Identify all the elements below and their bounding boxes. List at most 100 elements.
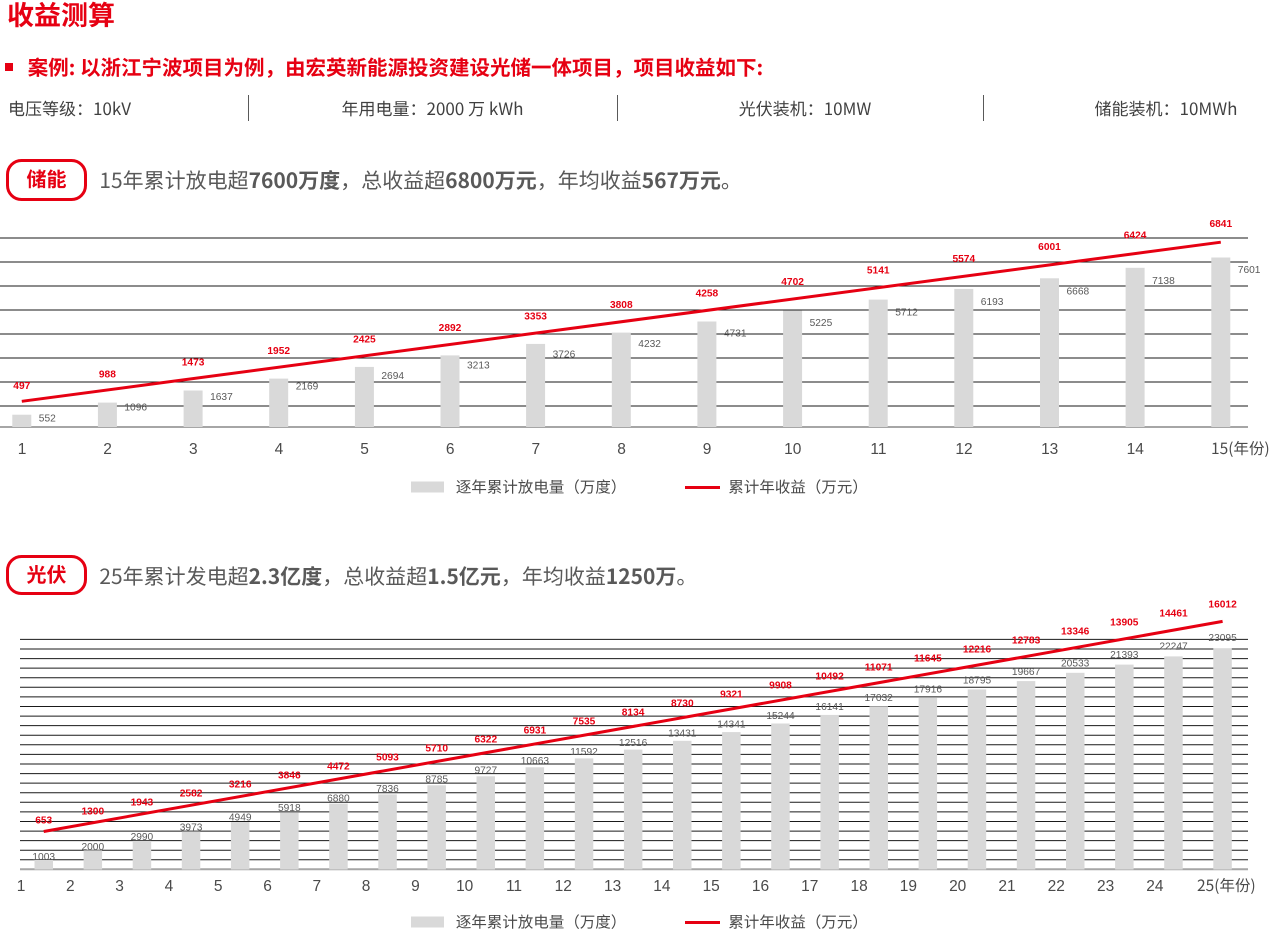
svg-text:7601: 7601 (1238, 265, 1261, 276)
svg-text:15244: 15244 (766, 711, 795, 722)
svg-text:19667: 19667 (1012, 667, 1041, 678)
svg-text:13905: 13905 (1110, 617, 1139, 628)
svg-text:6193: 6193 (981, 297, 1004, 308)
svg-text:10492: 10492 (815, 671, 844, 682)
svg-text:7535: 7535 (573, 716, 596, 727)
svg-text:2169: 2169 (296, 382, 319, 393)
svg-text:653: 653 (35, 815, 52, 826)
svg-text:6424: 6424 (1124, 231, 1147, 242)
svg-text:11071: 11071 (865, 662, 893, 673)
svg-text:4232: 4232 (638, 339, 661, 350)
svg-text:18795: 18795 (963, 676, 992, 687)
svg-text:19: 19 (900, 878, 917, 895)
svg-text:7138: 7138 (1152, 276, 1175, 287)
svg-text:11: 11 (506, 878, 522, 895)
svg-text:2000: 2000 (81, 842, 104, 853)
svg-text:22247: 22247 (1159, 642, 1188, 653)
svg-text:14341: 14341 (717, 720, 746, 731)
svg-text:6001: 6001 (1038, 242, 1061, 253)
svg-text:14: 14 (1127, 441, 1145, 458)
svg-text:6841: 6841 (1209, 219, 1232, 230)
svg-text:4: 4 (275, 441, 284, 458)
svg-text:1: 1 (17, 878, 26, 895)
svg-text:8: 8 (617, 441, 626, 458)
svg-text:18: 18 (850, 878, 867, 895)
svg-text:1096: 1096 (124, 403, 147, 414)
svg-text:4472: 4472 (327, 761, 350, 772)
svg-text:2425: 2425 (353, 335, 376, 346)
svg-text:6322: 6322 (474, 734, 497, 745)
svg-text:5918: 5918 (278, 803, 301, 814)
svg-text:16: 16 (752, 878, 769, 895)
svg-text:5712: 5712 (895, 308, 918, 319)
svg-text:17: 17 (801, 878, 818, 895)
svg-text:5: 5 (360, 441, 369, 458)
svg-text:6931: 6931 (524, 725, 547, 736)
svg-text:17916: 17916 (914, 684, 943, 695)
svg-text:1: 1 (18, 441, 27, 458)
svg-text:988: 988 (99, 369, 116, 380)
svg-text:3: 3 (115, 878, 124, 895)
svg-text:9908: 9908 (769, 680, 792, 691)
svg-text:24: 24 (1146, 878, 1164, 895)
svg-text:9727: 9727 (474, 765, 497, 776)
svg-text:10: 10 (456, 878, 474, 895)
svg-text:1003: 1003 (32, 852, 55, 863)
svg-text:12: 12 (955, 441, 972, 458)
svg-text:20533: 20533 (1061, 658, 1090, 669)
svg-text:17032: 17032 (865, 693, 894, 704)
svg-text:7: 7 (312, 878, 321, 895)
svg-text:3213: 3213 (467, 360, 490, 371)
svg-text:2: 2 (103, 441, 112, 458)
svg-text:10663: 10663 (521, 756, 550, 767)
svg-text:1637: 1637 (210, 392, 233, 403)
svg-text:15: 15 (703, 878, 720, 895)
svg-text:7: 7 (531, 441, 540, 458)
svg-text:1943: 1943 (131, 797, 154, 808)
svg-text:1952: 1952 (267, 346, 290, 357)
svg-text:12516: 12516 (619, 738, 648, 749)
svg-text:6: 6 (446, 441, 455, 458)
svg-text:5225: 5225 (810, 318, 833, 329)
svg-text:3846: 3846 (278, 770, 301, 781)
svg-text:552: 552 (39, 414, 56, 425)
svg-text:10: 10 (784, 441, 802, 458)
svg-text:5141: 5141 (867, 265, 890, 276)
svg-text:4: 4 (165, 878, 174, 895)
svg-text:13431: 13431 (668, 729, 697, 740)
svg-text:20: 20 (949, 878, 967, 895)
svg-text:8730: 8730 (671, 698, 694, 709)
svg-text:3353: 3353 (524, 312, 547, 323)
svg-text:3808: 3808 (610, 300, 633, 311)
svg-text:16141: 16141 (815, 702, 844, 713)
svg-text:1473: 1473 (182, 358, 205, 369)
svg-text:21: 21 (998, 878, 1015, 895)
svg-text:2892: 2892 (439, 323, 462, 334)
svg-text:16012: 16012 (1208, 599, 1237, 610)
svg-text:1300: 1300 (81, 806, 104, 817)
svg-text:14: 14 (653, 878, 671, 895)
svg-text:8134: 8134 (622, 707, 645, 718)
svg-text:9321: 9321 (720, 689, 743, 700)
svg-text:14461: 14461 (1159, 608, 1188, 619)
svg-text:8785: 8785 (425, 775, 448, 786)
svg-text:3: 3 (189, 441, 198, 458)
svg-text:4731: 4731 (724, 329, 747, 340)
svg-text:2: 2 (66, 878, 75, 895)
svg-text:5: 5 (214, 878, 223, 895)
svg-text:497: 497 (13, 381, 30, 392)
svg-text:6: 6 (263, 878, 272, 895)
svg-text:2694: 2694 (381, 371, 404, 382)
svg-text:23: 23 (1097, 878, 1114, 895)
svg-text:8: 8 (362, 878, 371, 895)
svg-text:11592: 11592 (570, 747, 598, 758)
svg-text:9: 9 (411, 878, 420, 895)
svg-text:12: 12 (555, 878, 572, 895)
svg-text:6668: 6668 (1067, 286, 1090, 297)
svg-text:5574: 5574 (952, 254, 975, 265)
svg-text:7836: 7836 (376, 784, 399, 795)
svg-text:4949: 4949 (229, 813, 252, 824)
svg-text:2990: 2990 (131, 832, 154, 843)
svg-text:3973: 3973 (180, 822, 203, 833)
svg-text:23095: 23095 (1208, 633, 1237, 644)
